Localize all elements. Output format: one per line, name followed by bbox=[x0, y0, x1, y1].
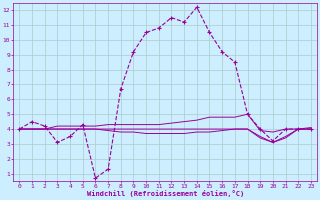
X-axis label: Windchill (Refroidissement éolien,°C): Windchill (Refroidissement éolien,°C) bbox=[86, 190, 244, 197]
